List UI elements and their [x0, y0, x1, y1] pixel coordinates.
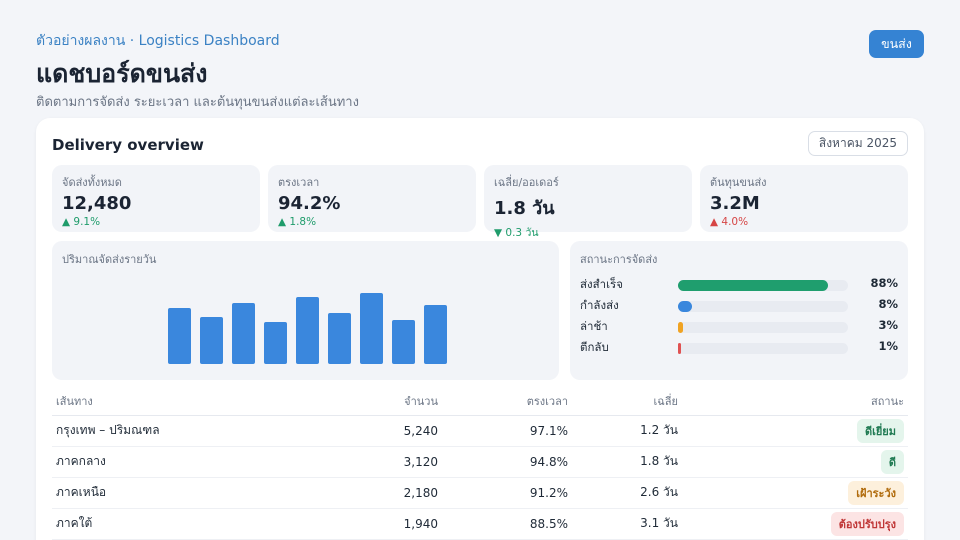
status-row-in-transit: กำลังส่ง 8%: [580, 297, 898, 313]
table-header-row: เส้นทาง จำนวน ตรงเวลา เฉลี่ย สถานะ: [52, 387, 908, 416]
col-status[interactable]: สถานะ: [682, 387, 908, 416]
status-track: [678, 301, 848, 312]
route-cell: ภาคเหนือ: [52, 477, 352, 509]
col-count[interactable]: จำนวน: [352, 387, 442, 416]
daily-volume-bar: [200, 317, 223, 364]
daily-volume-panel: ปริมาณจัดส่งรายวัน: [52, 241, 559, 380]
daily-volume-bar: [168, 308, 191, 364]
col-route[interactable]: เส้นทาง: [52, 387, 352, 416]
average-cell: 3.1 วัน: [572, 508, 682, 540]
on-time-cell: 88.5%: [442, 508, 572, 540]
status-label: กำลังส่ง: [580, 298, 619, 312]
month-selector[interactable]: สิงหาคม 2025: [807, 131, 908, 156]
status-badge: เฝ้าระวัง: [848, 480, 904, 505]
count-cell: 2,180: [352, 477, 442, 509]
kpi-label: จัดส่งทั้งหมด: [62, 176, 122, 189]
average-cell: 2.6 วัน: [572, 477, 682, 509]
route-cell: ภาคใต้: [52, 508, 352, 540]
status-track: [678, 280, 848, 291]
status-percent: 1%: [878, 339, 898, 353]
col-average[interactable]: เฉลี่ย: [572, 387, 682, 416]
header-eyebrow: ตัวอย่างผลงาน · Logistics Dashboard: [36, 33, 280, 49]
daily-volume-chart: [168, 293, 447, 364]
status-track: [678, 343, 848, 354]
kpi-delta: ▼ 0.3 วัน: [494, 227, 539, 239]
status-label: ส่งสำเร็จ: [580, 277, 623, 291]
status-row-delayed: ล่าช้า 3%: [580, 318, 898, 334]
col-on-time[interactable]: ตรงเวลา: [442, 387, 572, 416]
table-row[interactable]: กรุงเทพ – ปริมณฑล 5,240 97.1% 1.2 วัน ดี…: [52, 415, 908, 447]
on-time-cell: 97.1%: [442, 415, 572, 447]
status-fill: [678, 343, 681, 354]
kpi-value: 94.2%: [278, 193, 341, 214]
daily-volume-title: ปริมาณจัดส่งรายวัน: [62, 253, 157, 266]
kpi-on-time: ตรงเวลา 94.2% ▲ 1.8%: [268, 165, 476, 232]
daily-volume-bar: [264, 322, 287, 364]
daily-volume-bar: [424, 305, 447, 364]
status-label: ล่าช้า: [580, 319, 608, 333]
count-cell: 5,240: [352, 415, 442, 447]
delivery-status-panel: สถานะการจัดส่ง ส่งสำเร็จ 88% กำลังส่ง 8%…: [570, 241, 908, 380]
status-track: [678, 322, 848, 333]
kpi-label: ต้นทุนขนส่ง: [710, 176, 767, 189]
kpi-label: ตรงเวลา: [278, 176, 320, 189]
card-title: Delivery overview: [52, 136, 204, 154]
status-badge: ดีเยี่ยม: [856, 418, 904, 443]
count-cell: 1,940: [352, 508, 442, 540]
table-row[interactable]: ภาคเหนือ 2,180 91.2% 2.6 วัน เฝ้าระวัง: [52, 477, 908, 509]
kpi-total-deliveries: จัดส่งทั้งหมด 12,480 ▲ 9.1%: [52, 165, 260, 232]
kpi-delta: ▲ 1.8%: [278, 216, 317, 228]
status-row-returned: ตีกลับ 1%: [580, 339, 898, 355]
kpi-value: 12,480: [62, 193, 132, 214]
kpi-delta: ▲ 4.0%: [710, 216, 749, 228]
status-fill: [678, 280, 828, 291]
table-row[interactable]: ภาคใต้ 1,940 88.5% 3.1 วัน ต้องปรับปรุง: [52, 508, 908, 540]
status-percent: 3%: [878, 318, 898, 332]
status-percent: 8%: [878, 297, 898, 311]
daily-volume-bar: [296, 297, 319, 364]
table-row[interactable]: ภาคกลาง 3,120 94.8% 1.8 วัน ดี: [52, 446, 908, 478]
kpi-avg-per-order: เฉลี่ย/ออเดอร์ 1.8 วัน ▼ 0.3 วัน: [484, 165, 692, 239]
status-row-success: ส่งสำเร็จ 88%: [580, 276, 898, 292]
daily-volume-bar: [360, 293, 383, 364]
routes-table: เส้นทาง จำนวน ตรงเวลา เฉลี่ย สถานะ กรุงเ…: [52, 387, 908, 540]
count-cell: 3,120: [352, 446, 442, 478]
status-label: ตีกลับ: [580, 340, 609, 354]
page-subtitle: ติดตามการจัดส่ง ระยะเวลา และต้นทุนขนส่งแ…: [36, 95, 359, 110]
daily-volume-bar: [328, 313, 351, 364]
average-cell: 1.8 วัน: [572, 446, 682, 478]
status-percent: 88%: [870, 276, 898, 290]
route-cell: กรุงเทพ – ปริมณฑล: [52, 415, 352, 447]
kpi-delta: ▲ 9.1%: [62, 216, 101, 228]
kpi-row: จัดส่งทั้งหมด 12,480 ▲ 9.1% ตรงเวลา 94.2…: [52, 165, 908, 239]
route-cell: ภาคกลาง: [52, 446, 352, 478]
status-badge: ดี: [880, 449, 904, 474]
daily-volume-bar: [232, 303, 255, 364]
average-cell: 1.2 วัน: [572, 415, 682, 447]
status-fill: [678, 322, 684, 333]
page-title: แดชบอร์ดขนส่ง: [36, 59, 208, 88]
status-badge: ต้องปรับปรุง: [830, 511, 904, 536]
status-fill: [678, 301, 692, 312]
kpi-value: 1.8 วัน: [494, 198, 555, 219]
delivery-status-title: สถานะการจัดส่ง: [580, 253, 658, 266]
kpi-label: เฉลี่ย/ออเดอร์: [494, 176, 559, 189]
daily-volume-bar: [392, 320, 415, 364]
on-time-cell: 91.2%: [442, 477, 572, 509]
kpi-shipping-cost: ต้นทุนขนส่ง 3.2M ▲ 4.0%: [700, 165, 908, 232]
on-time-cell: 94.8%: [442, 446, 572, 478]
kpi-value: 3.2M: [710, 193, 760, 214]
delivery-overview-card: Delivery overview สิงหาคม 2025 จัดส่งทั้…: [36, 118, 924, 540]
shipping-button[interactable]: ขนส่ง: [869, 30, 924, 58]
